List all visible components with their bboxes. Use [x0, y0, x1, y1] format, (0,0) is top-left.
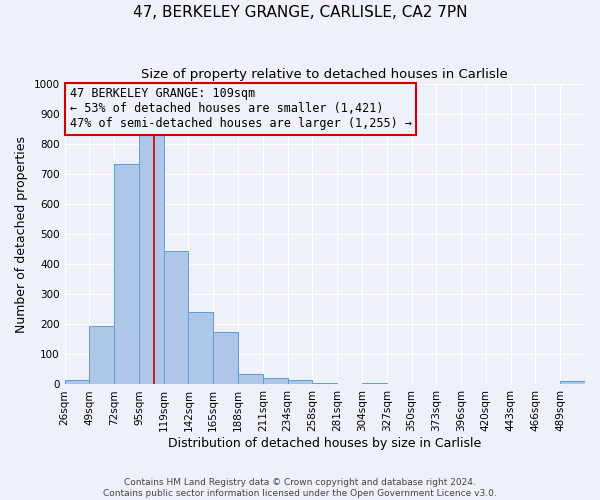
Bar [238, 374, 263, 384]
Bar [263, 378, 287, 384]
Text: Contains HM Land Registry data © Crown copyright and database right 2024.
Contai: Contains HM Land Registry data © Crown c… [103, 478, 497, 498]
Bar [362, 383, 387, 384]
Text: 47 BERKELEY GRANGE: 109sqm
← 53% of detached houses are smaller (1,421)
47% of s: 47 BERKELEY GRANGE: 109sqm ← 53% of deta… [70, 88, 412, 130]
Bar [65, 380, 89, 384]
Bar [287, 380, 313, 384]
Title: Size of property relative to detached houses in Carlisle: Size of property relative to detached ho… [142, 68, 508, 80]
X-axis label: Distribution of detached houses by size in Carlisle: Distribution of detached houses by size … [168, 437, 481, 450]
Bar [213, 332, 238, 384]
Bar [560, 382, 585, 384]
Bar [114, 164, 139, 384]
Bar [188, 312, 213, 384]
Bar [139, 134, 164, 384]
Y-axis label: Number of detached properties: Number of detached properties [15, 136, 28, 333]
Bar [164, 251, 188, 384]
Bar [89, 326, 114, 384]
Text: 47, BERKELEY GRANGE, CARLISLE, CA2 7PN: 47, BERKELEY GRANGE, CARLISLE, CA2 7PN [133, 5, 467, 20]
Bar [313, 383, 337, 384]
